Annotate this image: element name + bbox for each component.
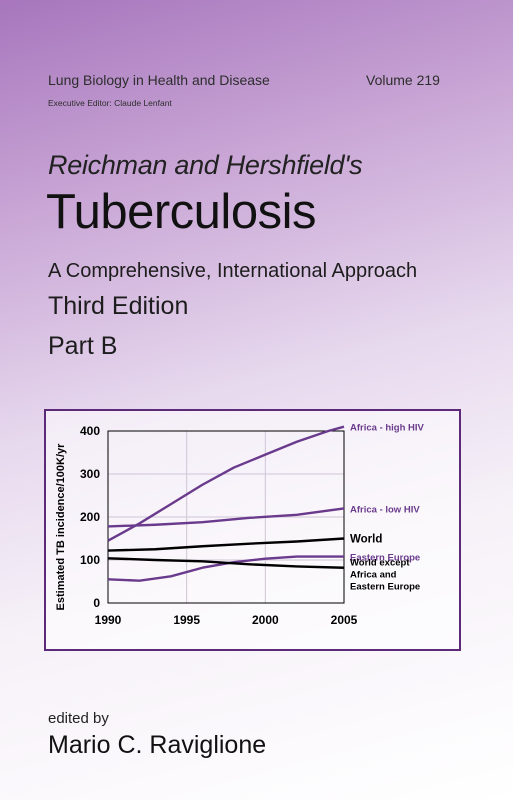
series-label: Eastern Europe (350, 582, 420, 593)
book-authors: Reichman and Hershfield's (48, 150, 363, 180)
book-title: Tuberculosis (46, 185, 316, 239)
edited-by-label: edited by (48, 710, 109, 727)
plot-area (107, 430, 345, 604)
y-axis-label: Estimated TB incidence/100K/yr (55, 443, 67, 611)
x-tick-label: 1995 (173, 613, 200, 627)
x-tick-labels: 1990 1995 2000 2005 (95, 613, 358, 627)
y-tick-label: 100 (80, 553, 100, 567)
series-label: Africa - high HIV (350, 423, 425, 434)
chart-frame: 0 100 200 300 400 1990 1995 2000 2005 Africa - … (44, 409, 461, 651)
book-part: Part B (48, 332, 118, 360)
tb-incidence-chart: 0 100 200 300 400 1990 1995 2000 2005 Africa - … (55, 423, 425, 627)
book-subtitle: A Comprehensive, International Approach (48, 260, 418, 282)
series-label: Eastern Europe (350, 553, 420, 564)
x-tick-label: 1990 (95, 613, 122, 627)
series-label: Africa - low HIV (350, 504, 420, 515)
editor-name: Mario C. Raviglione (48, 731, 267, 759)
y-tick-label: 0 (93, 596, 100, 610)
x-tick-label: 2005 (331, 613, 358, 627)
book-edition: Third Edition (48, 292, 189, 320)
series-line (107, 557, 345, 569)
y-tick-label: 300 (80, 467, 100, 481)
y-tick-label: 400 (80, 424, 100, 438)
series-line (107, 537, 345, 552)
series-label: Africa and (350, 570, 397, 581)
series-lines (107, 425, 345, 582)
line-labels: Africa - high HIV Africa - low HIV World Ea… (350, 423, 425, 593)
series-label: World (350, 534, 382, 546)
series-name: Lung Biology in Health and Disease (48, 72, 270, 88)
x-tick-label: 2000 (252, 613, 279, 627)
series-line (107, 507, 345, 528)
series-line (107, 425, 345, 542)
chart-grid (107, 430, 345, 604)
series-label: World except (350, 558, 410, 569)
y-tick-label: 200 (80, 510, 100, 524)
series-line (107, 555, 344, 582)
executive-editor: Executive Editor: Claude Lenfant (48, 98, 172, 108)
volume-number: Volume 219 (366, 72, 440, 88)
y-tick-labels: 0 100 200 300 400 (80, 424, 100, 610)
